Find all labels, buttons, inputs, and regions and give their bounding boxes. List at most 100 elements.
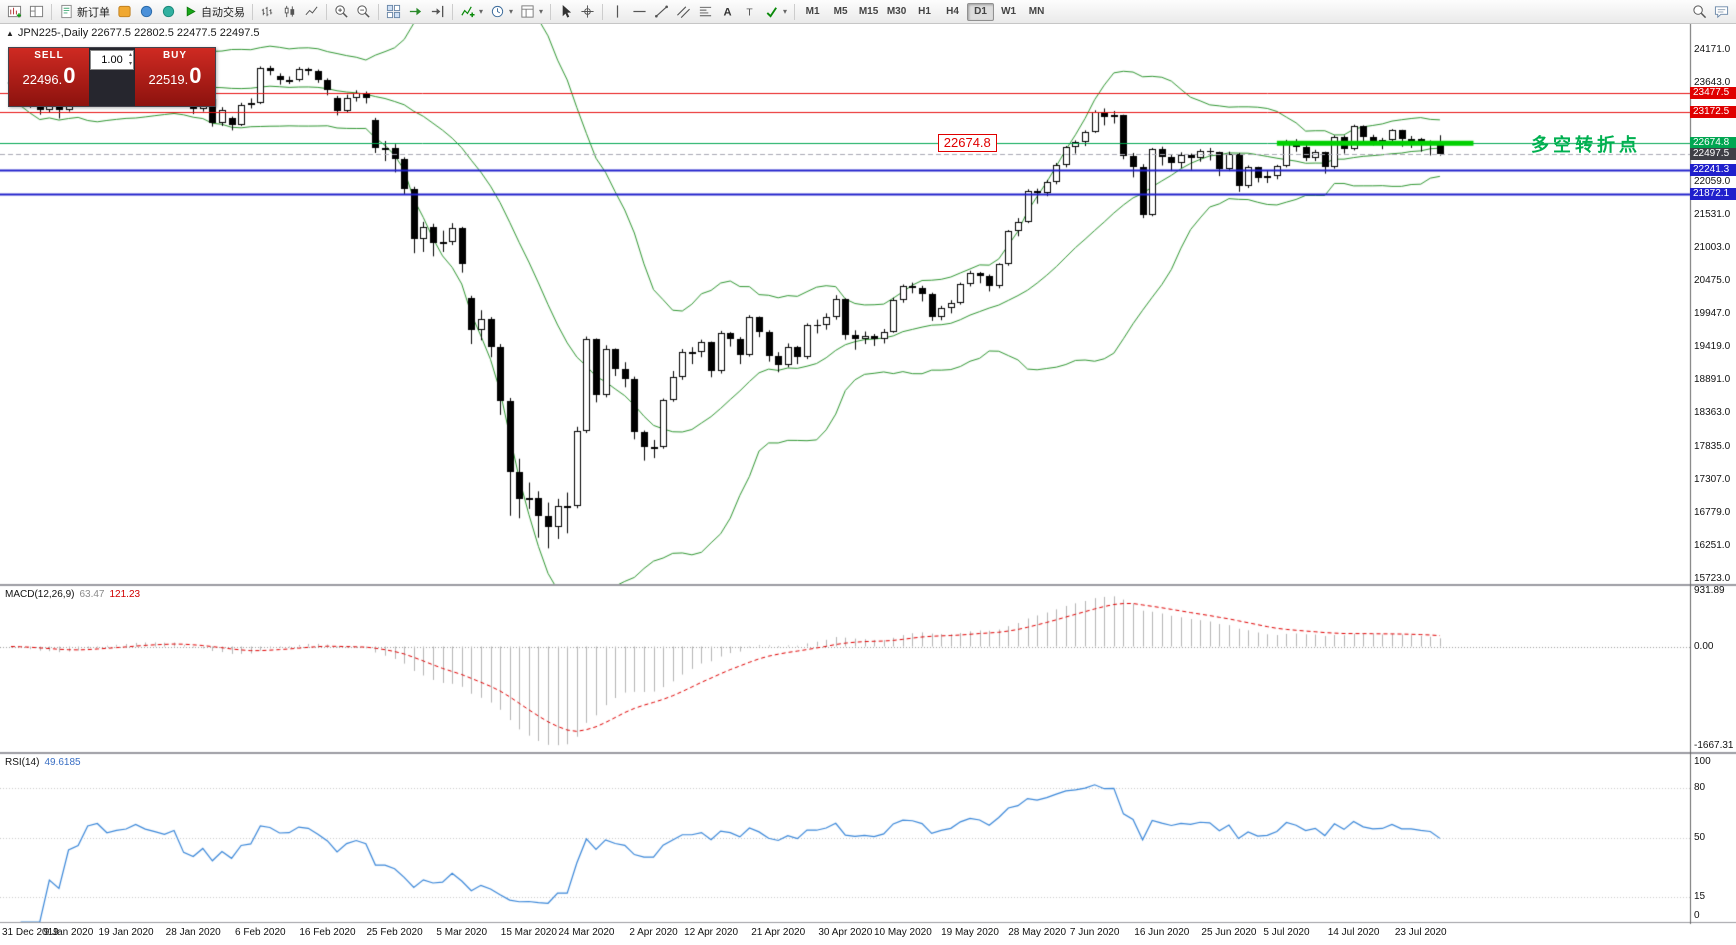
zoom-in-button[interactable] (331, 2, 352, 22)
new-order-button-label: 新订单 (77, 6, 110, 19)
price-tick: 17835.0 (1694, 440, 1731, 452)
price-tick: 19419.0 (1694, 341, 1731, 353)
text-button[interactable]: A (717, 2, 738, 22)
symbol-ohlc-title: JPN225-,Daily 22677.5 22802.5 22477.5 22… (17, 27, 260, 39)
price-level-callout: 22674.8 (937, 134, 997, 153)
toolbar-separator (326, 3, 327, 20)
indicators-dropdown[interactable]: ▾ (479, 7, 484, 16)
new-chart-button[interactable] (4, 2, 25, 22)
bar-chart-button[interactable] (257, 2, 278, 22)
volume-input[interactable] (90, 50, 134, 70)
bar-chart-icon (260, 4, 275, 19)
timeframe-button-mn[interactable]: MN (1023, 3, 1050, 21)
trendline-icon (654, 4, 669, 19)
toolbar-separator (378, 3, 379, 20)
channel-button[interactable] (673, 2, 694, 22)
timeframe-button-h1[interactable]: H1 (911, 3, 938, 21)
price-tick: 21531.0 (1694, 208, 1731, 220)
macd-axis-label: 0.00 (1694, 640, 1714, 652)
crosshair-button[interactable] (577, 2, 598, 22)
toolbar-separator (550, 3, 552, 20)
mql5-button[interactable] (114, 2, 135, 22)
search-button[interactable] (1689, 2, 1710, 22)
candlestick-button[interactable] (279, 2, 300, 22)
rsi-axis-label: 15 (1694, 890, 1706, 902)
auto-scroll-button[interactable] (405, 2, 426, 22)
price-tick: 18891.0 (1694, 374, 1731, 386)
price-axis[interactable]: 24171.0 23643.0 22059.0 21531.0 21003.0 20475… (1690, 24, 1736, 945)
community-icon (161, 4, 176, 19)
cursor-button[interactable] (555, 2, 576, 22)
date-label: 2 Apr 2020 (629, 927, 678, 938)
date-label: 25 Jun 2020 (1201, 927, 1257, 938)
sell-button[interactable]: SELL 22496. 0 (9, 48, 89, 106)
date-label: 30 Apr 2020 (818, 927, 873, 938)
volume-down-icon[interactable]: ▾ (128, 61, 132, 67)
date-label: 28 Jan 2020 (165, 927, 221, 938)
rsi-axis-label: 0 (1694, 910, 1700, 921)
date-label: 6 Feb 2020 (235, 927, 286, 938)
indicators-button[interactable]: ▾ (457, 2, 486, 22)
timeframe-button-m1[interactable]: M1 (799, 3, 826, 21)
buy-label: BUY (162, 50, 188, 61)
arrows-button[interactable]: ▾ (761, 2, 790, 22)
price-badge-23172.5: 23172.5 (1690, 106, 1736, 119)
profiles-button[interactable] (26, 2, 47, 22)
volume-up-icon[interactable]: ▴ (128, 52, 132, 58)
date-label: 25 Feb 2020 (366, 927, 423, 938)
date-label: 16 Jun 2020 (1134, 927, 1190, 938)
templates-dropdown[interactable]: ▾ (539, 7, 544, 16)
volume-field-wrap: ▴ ▾ (89, 48, 135, 106)
line-chart-button[interactable] (301, 2, 322, 22)
price-badge-22241.3: 22241.3 (1690, 164, 1736, 177)
toolbar-separator (602, 3, 604, 20)
mql5-icon (117, 4, 132, 19)
periods-button[interactable]: ▾ (487, 2, 516, 22)
trendline-button[interactable] (651, 2, 672, 22)
indicators-icon (460, 4, 475, 19)
cursor-icon (558, 4, 573, 19)
price-badge-22674.8: 22674.8 (1690, 137, 1736, 150)
autotrading-button[interactable]: 自动交易 (180, 2, 248, 22)
timeframe-button-m15[interactable]: M15 (855, 3, 882, 21)
date-label: 28 May 2020 (1008, 927, 1067, 938)
chat-button[interactable] (1711, 2, 1732, 22)
community-button[interactable] (158, 2, 179, 22)
periods-dropdown[interactable]: ▾ (509, 7, 514, 16)
zoom-out-button[interactable] (353, 2, 374, 22)
label-button[interactable]: T (739, 2, 760, 22)
fibonacci-button[interactable] (695, 2, 716, 22)
toolbar-separator (252, 3, 253, 20)
market-button[interactable] (136, 2, 157, 22)
chart-workspace: ▲ JPN225-,Daily 22677.5 22802.5 22477.5 … (0, 24, 1736, 945)
zoom-out-icon (356, 4, 371, 19)
play-icon (183, 4, 198, 19)
timeframe-button-m30[interactable]: M30 (883, 3, 910, 21)
one-click-trading-panel: SELL 22496.0 ▴ ▾ BUY 22519.0 (8, 47, 216, 107)
new-order-button[interactable]: 新订单 (56, 2, 113, 22)
arrows-dropdown[interactable]: ▾ (783, 7, 788, 16)
tile-windows-button[interactable] (383, 2, 404, 22)
buy-button[interactable]: BUY 22519. 0 (135, 48, 215, 106)
time-axis[interactable]: 31 Dec 2019 9 Jan 2020 19 Jan 2020 28 Jan 2… (0, 923, 1690, 945)
periods-icon (490, 4, 505, 19)
timeframe-button-m5[interactable]: M5 (827, 3, 854, 21)
toolbar: 新订单 自动交易 ▾ ▾ ▾ A T ▾ M1 M5 M15 M30 H1 H4 D1 W1 MN (0, 0, 1736, 24)
new-chart-icon (7, 4, 22, 19)
timeframe-button-w1[interactable]: W1 (995, 3, 1022, 21)
vertical-line-button[interactable] (607, 2, 628, 22)
rsi-axis-label: 100 (1694, 756, 1711, 767)
timeframe-button-h4[interactable]: H4 (939, 3, 966, 21)
horizontal-line-button[interactable] (629, 2, 650, 22)
price-chart-canvas[interactable] (0, 24, 1736, 945)
templates-button[interactable]: ▾ (517, 2, 546, 22)
toolbar-separator (794, 3, 796, 20)
chart-shift-button[interactable] (427, 2, 448, 22)
date-label: 23 Jul 2020 (1394, 927, 1447, 938)
toolbar-separator (452, 3, 453, 20)
timeframe-button-d1[interactable]: D1 (967, 2, 995, 21)
macd-axis-label: 931.89 (1694, 584, 1725, 596)
label-icon: T (742, 4, 757, 19)
one-click-collapse-toggle[interactable]: ▲ (6, 28, 14, 38)
